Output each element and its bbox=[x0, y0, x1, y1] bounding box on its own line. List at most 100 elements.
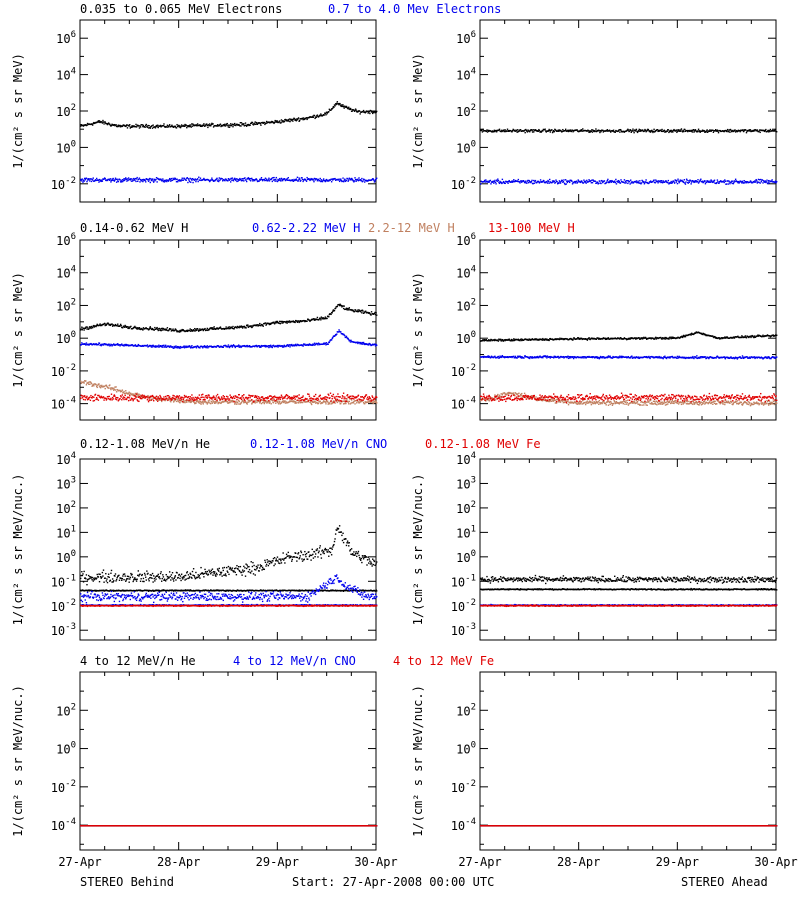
data-point bbox=[228, 126, 231, 128]
data-point bbox=[211, 327, 213, 329]
data-point bbox=[151, 346, 154, 348]
data-point bbox=[203, 328, 206, 331]
data-point bbox=[291, 398, 293, 400]
data-point bbox=[272, 397, 274, 399]
data-point bbox=[301, 396, 304, 399]
data-point bbox=[678, 181, 680, 184]
data-point bbox=[353, 181, 355, 183]
data-point bbox=[273, 176, 275, 179]
data-point bbox=[526, 182, 528, 184]
data-point bbox=[164, 395, 167, 398]
data-point bbox=[328, 111, 330, 113]
data-point bbox=[185, 179, 187, 181]
data-point bbox=[712, 129, 714, 131]
data-point bbox=[358, 401, 361, 404]
data-point bbox=[276, 121, 278, 123]
data-point bbox=[301, 177, 303, 179]
data-point bbox=[702, 332, 705, 335]
data-point bbox=[748, 129, 751, 131]
data-point bbox=[340, 331, 342, 333]
data-point bbox=[523, 129, 526, 131]
data-point bbox=[498, 182, 501, 185]
data-point bbox=[91, 397, 93, 399]
data-point bbox=[728, 181, 731, 183]
data-point bbox=[219, 399, 221, 402]
data-point bbox=[106, 323, 108, 325]
data-point bbox=[649, 130, 651, 132]
data-point bbox=[576, 129, 578, 131]
series-0-7-to-4-0-mev-electrons bbox=[80, 176, 378, 184]
panel-title-part: 0.035 to 0.065 MeV Electrons bbox=[80, 2, 282, 16]
data-point bbox=[216, 125, 218, 127]
data-point bbox=[203, 346, 205, 348]
data-point bbox=[229, 123, 232, 125]
data-point bbox=[686, 179, 688, 181]
data-point bbox=[292, 345, 294, 347]
data-point bbox=[135, 393, 138, 395]
data-point bbox=[312, 318, 314, 321]
data-point bbox=[343, 305, 345, 307]
data-point bbox=[556, 183, 559, 185]
data-point bbox=[227, 178, 230, 180]
data-point bbox=[346, 309, 348, 311]
data-point bbox=[115, 386, 117, 388]
data-point bbox=[180, 124, 183, 126]
data-point bbox=[187, 396, 190, 398]
data-point bbox=[188, 125, 190, 128]
data-point bbox=[643, 183, 646, 185]
data-point bbox=[86, 328, 88, 330]
data-point bbox=[80, 179, 82, 181]
data-point bbox=[129, 179, 132, 181]
data-point bbox=[179, 402, 181, 404]
data-point bbox=[178, 399, 180, 401]
data-point bbox=[230, 400, 232, 402]
data-point bbox=[623, 337, 626, 339]
data-point bbox=[123, 178, 125, 180]
data-point bbox=[190, 330, 192, 332]
data-point bbox=[510, 340, 512, 342]
data-point bbox=[145, 181, 147, 183]
data-point bbox=[726, 130, 728, 132]
data-point bbox=[101, 121, 103, 123]
data-point bbox=[618, 129, 620, 131]
data-point bbox=[314, 318, 316, 320]
data-point bbox=[498, 129, 500, 131]
data-point bbox=[127, 399, 130, 402]
data-point bbox=[211, 179, 214, 181]
data-point bbox=[223, 124, 226, 127]
data-point bbox=[224, 327, 227, 330]
data-point bbox=[667, 181, 669, 184]
data-point bbox=[145, 327, 147, 329]
data-point bbox=[129, 127, 132, 129]
data-point bbox=[265, 178, 268, 180]
data-point bbox=[346, 394, 349, 396]
data-point bbox=[673, 182, 676, 184]
data-point bbox=[330, 178, 332, 181]
data-point bbox=[173, 395, 175, 397]
data-point bbox=[280, 402, 283, 404]
data-point bbox=[304, 320, 306, 323]
data-point bbox=[374, 343, 376, 345]
data-point bbox=[164, 399, 166, 402]
data-point bbox=[191, 177, 194, 180]
data-point bbox=[679, 130, 682, 132]
data-point bbox=[619, 131, 621, 133]
data-point bbox=[600, 182, 602, 185]
data-point bbox=[210, 327, 212, 329]
data-point bbox=[288, 118, 291, 120]
data-point bbox=[313, 400, 315, 402]
data-point bbox=[126, 326, 129, 328]
data-point bbox=[669, 130, 672, 133]
data-point bbox=[513, 179, 515, 181]
data-point bbox=[151, 398, 153, 400]
data-point bbox=[240, 326, 242, 329]
data-point bbox=[341, 180, 344, 182]
data-point bbox=[133, 395, 136, 397]
data-point bbox=[285, 119, 288, 121]
data-point bbox=[321, 402, 324, 404]
data-point bbox=[361, 309, 364, 311]
data-point bbox=[555, 179, 557, 181]
data-point bbox=[243, 123, 245, 125]
data-point bbox=[198, 400, 201, 402]
data-point bbox=[154, 326, 156, 329]
